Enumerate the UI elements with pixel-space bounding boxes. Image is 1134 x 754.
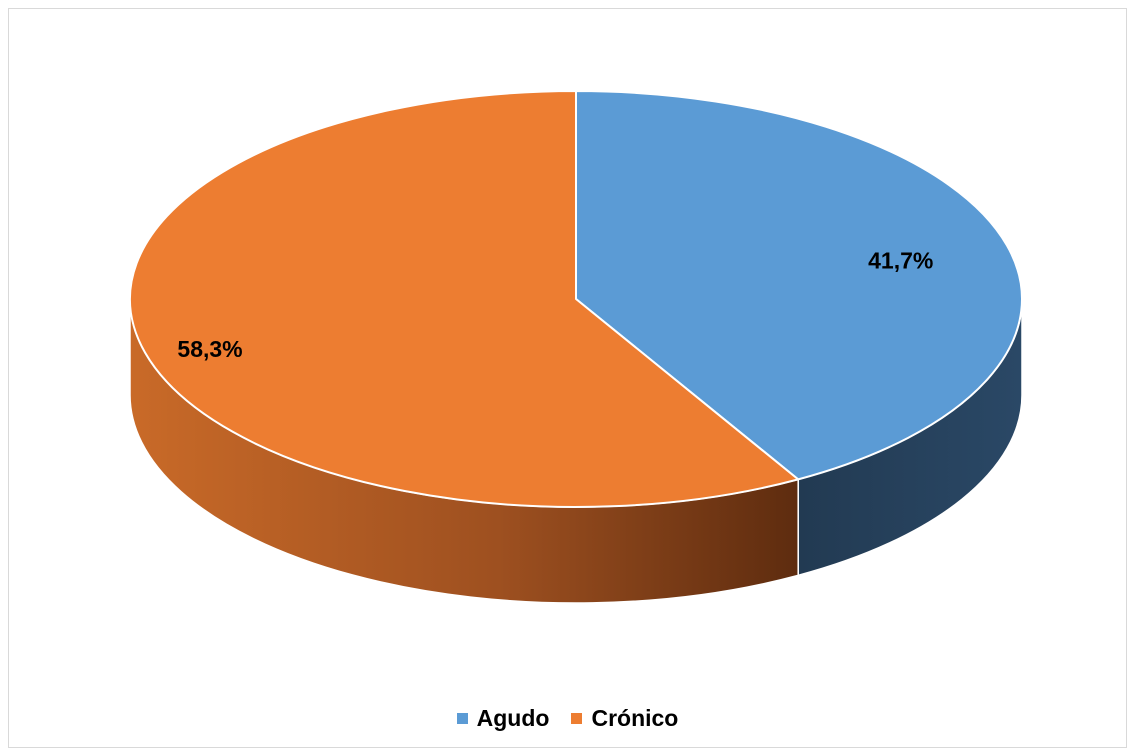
legend-label-agudo: Agudo	[476, 705, 550, 731]
legend-label-cronico: Crónico	[591, 705, 679, 731]
pie-slice-cronico[interactable]	[129, 90, 800, 508]
pie-labels: 41,7% 58,3%	[177, 247, 933, 362]
pie-chart: 41,7% 58,3%	[129, 90, 1023, 604]
legend: Agudo Crónico	[9, 705, 1126, 732]
legend-swatch-agudo	[456, 713, 468, 724]
chart-area: 41,7% 58,3% Agudo Crónico	[8, 8, 1127, 748]
pie-tops	[129, 90, 1023, 508]
data-label-cronico: 58,3%	[177, 336, 242, 362]
data-label-agudo: 41,7%	[868, 247, 933, 273]
pie-slice-agudo[interactable]	[575, 90, 1023, 481]
legend-item-agudo[interactable]: Agudo	[456, 705, 550, 732]
legend-item-cronico[interactable]: Crónico	[571, 705, 678, 732]
legend-swatch-cronico	[571, 713, 583, 724]
